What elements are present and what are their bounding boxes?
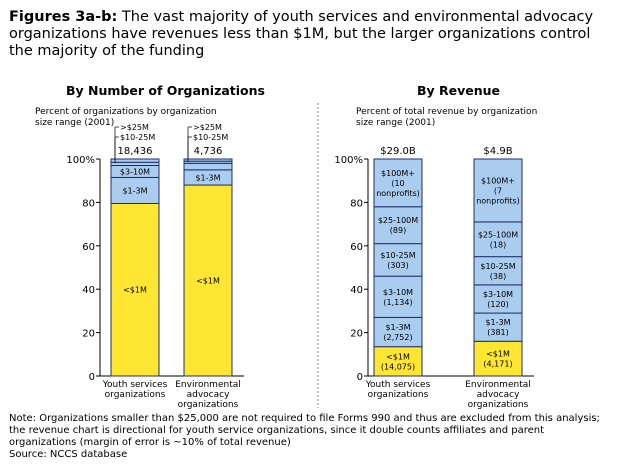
y-tick-label: 20 bbox=[82, 329, 95, 340]
bar-segment bbox=[473, 312, 523, 342]
category-label: Environmental bbox=[175, 380, 240, 390]
segment-label: $1-3M bbox=[385, 323, 410, 332]
segment-label: <$1M bbox=[386, 352, 410, 361]
segment-label: $3-10M bbox=[483, 290, 513, 299]
category-label: Youth services bbox=[365, 380, 431, 390]
y-tick-label: 100% bbox=[334, 155, 363, 166]
bar-segment bbox=[110, 158, 160, 163]
footnote: Note: Organizations smaller than $25,000… bbox=[9, 413, 614, 461]
segment-label: $100M+ bbox=[481, 176, 515, 185]
bar-segment bbox=[183, 162, 233, 171]
y-tick-label: 80 bbox=[350, 198, 363, 209]
segment-label: (38) bbox=[490, 272, 506, 281]
callout-label: $10-25M bbox=[193, 133, 228, 142]
right-axis-note-line: Percent of total revenue by organization bbox=[356, 107, 538, 117]
bar-segment bbox=[110, 202, 160, 377]
segment-label: (10 bbox=[391, 179, 404, 188]
segment-label: $1-3M bbox=[122, 186, 147, 195]
bar-segment bbox=[473, 158, 523, 223]
bar-segment bbox=[473, 221, 523, 258]
left-axis-note-line: size range (2001) bbox=[35, 118, 115, 128]
bar-segment bbox=[183, 184, 233, 377]
category-label: organizations bbox=[178, 400, 239, 410]
bar-segment bbox=[473, 340, 523, 377]
callout-label: >$25M bbox=[120, 123, 149, 132]
segment-label: <$1M bbox=[123, 286, 147, 295]
segment-label: $25-100M bbox=[478, 230, 518, 239]
y-tick-label: 20 bbox=[350, 329, 363, 340]
bar-segment bbox=[373, 346, 423, 377]
y-tick-label: 0 bbox=[357, 372, 363, 383]
category-label: organizations bbox=[105, 390, 166, 400]
y-tick-label: 60 bbox=[350, 242, 363, 253]
left-axis-note-line: Percent of organizations by organization bbox=[35, 107, 217, 117]
segment-label: (4,171) bbox=[483, 360, 512, 369]
bar-segment bbox=[183, 158, 233, 162]
left-axis-note: Percent of organizations by organization… bbox=[35, 107, 217, 129]
left-panel-title: By Number of Organizations bbox=[66, 83, 265, 98]
segment-label: (2,752) bbox=[383, 333, 412, 342]
callout-label: $10-25M bbox=[120, 133, 155, 142]
category-label: organizations bbox=[468, 400, 529, 410]
bar-segment bbox=[473, 256, 523, 286]
bar-segment bbox=[373, 275, 423, 318]
callout-label: >$25M bbox=[193, 123, 222, 132]
bar-total-label: 4,736 bbox=[194, 146, 223, 157]
segment-label: $10-25M bbox=[380, 251, 415, 260]
segment-label: $10-25M bbox=[480, 262, 515, 271]
footnote-line: the revenue chart is directional for you… bbox=[9, 425, 545, 436]
category-label: Youth services bbox=[102, 380, 168, 390]
bar-segment bbox=[373, 243, 423, 277]
category-label: Environmental bbox=[465, 380, 530, 390]
segment-label: nonprofits) bbox=[376, 189, 420, 198]
figure-title-bold: Figures 3a-b: bbox=[9, 9, 118, 25]
y-tick-label: 100% bbox=[66, 155, 95, 166]
segment-label: (7 bbox=[494, 186, 502, 195]
footnote-line: Note: Organizations smaller than $25,000… bbox=[9, 413, 600, 424]
right-axis-note: Percent of total revenue by organization… bbox=[356, 107, 537, 129]
bar-total-label: 18,436 bbox=[118, 146, 153, 157]
segment-label: $3-10M bbox=[120, 167, 150, 176]
segment-label: <$1M bbox=[196, 277, 220, 286]
segment-label: <$1M bbox=[486, 350, 510, 359]
segment-label: $1-3M bbox=[485, 318, 510, 327]
y-tick-label: 0 bbox=[89, 372, 95, 383]
y-tick-label: 80 bbox=[82, 198, 95, 209]
bar-total-label: $4.9B bbox=[483, 146, 512, 157]
right-axis-note-line: size range (2001) bbox=[356, 118, 436, 128]
segment-label: (381) bbox=[487, 328, 509, 337]
segment-label: (89) bbox=[390, 226, 406, 235]
y-tick-label: 40 bbox=[82, 285, 95, 296]
source-line: Source: NCCS database bbox=[9, 449, 128, 460]
bar-segment bbox=[110, 176, 160, 204]
category-label: organizations bbox=[368, 390, 429, 400]
bar-segment bbox=[473, 284, 523, 314]
right-panel-title: By Revenue bbox=[417, 83, 501, 98]
segment-label: (120) bbox=[487, 300, 509, 309]
segment-label: $25-100M bbox=[378, 216, 418, 225]
y-tick-label: 40 bbox=[350, 285, 363, 296]
category-label: advocacy bbox=[477, 390, 520, 400]
bar-segment bbox=[373, 158, 423, 208]
segment-label: (303) bbox=[387, 261, 409, 270]
segment-label: $3-10M bbox=[383, 288, 413, 297]
segment-label: (14,075) bbox=[381, 362, 415, 371]
figure-title: Figures 3a-b: The vast majority of youth… bbox=[9, 9, 614, 60]
segment-label: (18) bbox=[490, 240, 506, 249]
figure-title-text: The vast majority of youth services and … bbox=[9, 9, 594, 59]
segment-label: $1-3M bbox=[195, 173, 220, 182]
bar-total-label: $29.0B bbox=[380, 146, 416, 157]
y-tick-label: 60 bbox=[82, 242, 95, 253]
segment-label: (1,134) bbox=[383, 298, 412, 307]
segment-label: $100M+ bbox=[381, 169, 415, 178]
footnote-line: organizations (margin of error is ~10% o… bbox=[9, 437, 291, 448]
category-label: advocacy bbox=[187, 390, 230, 400]
bar-segment bbox=[373, 206, 423, 245]
segment-label: nonprofits) bbox=[476, 196, 520, 205]
